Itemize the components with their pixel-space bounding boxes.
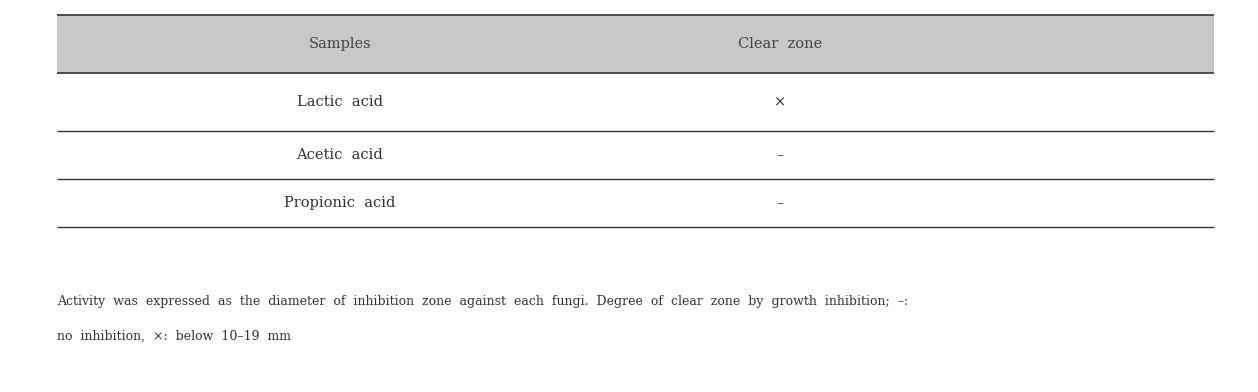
Text: Clear  zone: Clear zone [738,37,821,51]
Text: Acetic  acid: Acetic acid [297,148,382,162]
Text: –: – [776,148,784,162]
Text: Propionic  acid: Propionic acid [284,196,395,210]
Text: –: – [776,196,784,210]
Text: Samples: Samples [308,37,371,51]
Text: ×: × [774,95,786,109]
Text: Lactic  acid: Lactic acid [297,95,382,109]
Text: no  inhibition,  ×:  below  10–19  mm: no inhibition, ×: below 10–19 mm [57,330,291,343]
Bar [57,15,1214,73]
Text: Activity  was  expressed  as  the  diameter  of  inhibition  zone  against  each: Activity was expressed as the diameter o… [57,295,908,308]
